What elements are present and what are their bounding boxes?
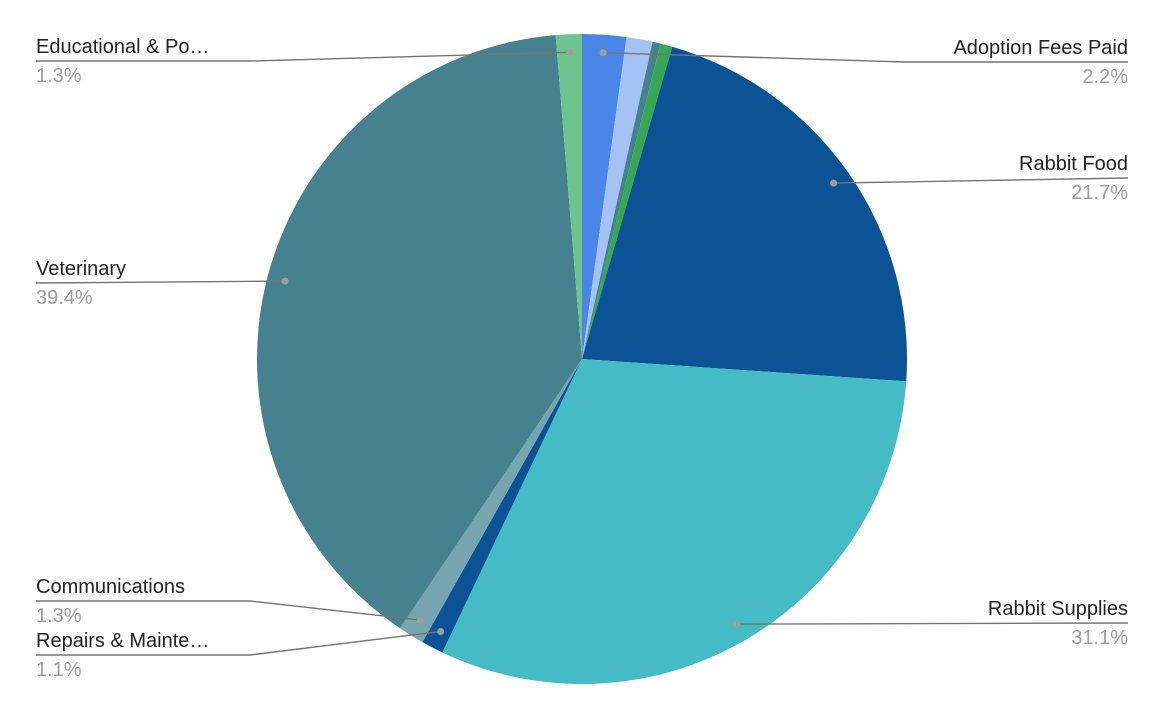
slice-rabbit-supplies[interactable] bbox=[442, 359, 907, 684]
leader-dot bbox=[281, 277, 289, 285]
slice-label-name: Educational & Po… bbox=[36, 36, 209, 58]
slice-rabbit-food[interactable] bbox=[582, 46, 908, 382]
leader-line bbox=[736, 622, 1129, 625]
slice-label-name: Rabbit Food bbox=[1019, 153, 1128, 175]
slice-label-percent: 39.4% bbox=[36, 287, 93, 309]
leader-dot bbox=[830, 179, 838, 187]
slice-label-percent: 31.1% bbox=[1071, 627, 1128, 649]
slice-label-percent: 2.2% bbox=[1082, 66, 1128, 88]
slice-label-name: Adoption Fees Paid bbox=[953, 37, 1128, 59]
label-communications: Communications 1.3% bbox=[36, 576, 424, 627]
slice-label-name: Repairs & Mainte… bbox=[36, 630, 209, 652]
leader-dot bbox=[733, 620, 741, 628]
slice-adoption-fees-paid[interactable] bbox=[582, 34, 627, 359]
leader-line bbox=[36, 51, 570, 62]
slice-educational-po[interactable] bbox=[555, 33, 582, 359]
slice-label-name: Rabbit Supplies bbox=[988, 598, 1128, 620]
slice-label-percent: 21.7% bbox=[1071, 182, 1128, 204]
leader-dot bbox=[566, 48, 573, 56]
slice-label-percent: 1.1% bbox=[36, 659, 82, 681]
label-veterinary: Veterinary 39.4% bbox=[35, 258, 289, 309]
slice-label-name: Communications bbox=[36, 576, 185, 598]
leader-line bbox=[36, 600, 421, 621]
slice-repairs-mainte[interactable] bbox=[422, 359, 582, 653]
slice-unlabeled-3[interactable] bbox=[582, 43, 673, 359]
leader-line bbox=[35, 280, 286, 284]
slice-veterinary[interactable] bbox=[256, 35, 582, 629]
slice-communications[interactable] bbox=[399, 359, 582, 643]
slice-unlabeled-2[interactable] bbox=[582, 41, 661, 360]
slice-label-name: Veterinary bbox=[36, 258, 126, 280]
slice-label-percent: 1.3% bbox=[36, 605, 82, 627]
leader-line bbox=[36, 630, 441, 656]
label-repairs-mainte: Repairs & Mainte… 1.1% bbox=[36, 628, 445, 681]
label-educational-po: Educational & Po… 1.3% bbox=[36, 36, 573, 87]
leader-dot bbox=[599, 49, 607, 57]
slice-label-percent: 1.3% bbox=[36, 65, 82, 87]
slice-unlabeled-1[interactable] bbox=[582, 37, 653, 359]
label-adoption-fees-paid: Adoption Fees Paid 2.2% bbox=[599, 37, 1128, 88]
pie-slices bbox=[256, 33, 908, 684]
label-rabbit-supplies: Rabbit Supplies 31.1% bbox=[733, 598, 1128, 649]
label-rabbit-food: Rabbit Food 21.7% bbox=[830, 153, 1128, 204]
leader-dot bbox=[437, 628, 445, 635]
leader-line bbox=[603, 52, 1128, 63]
leader-line bbox=[833, 177, 1129, 184]
leader-dot bbox=[417, 616, 424, 624]
